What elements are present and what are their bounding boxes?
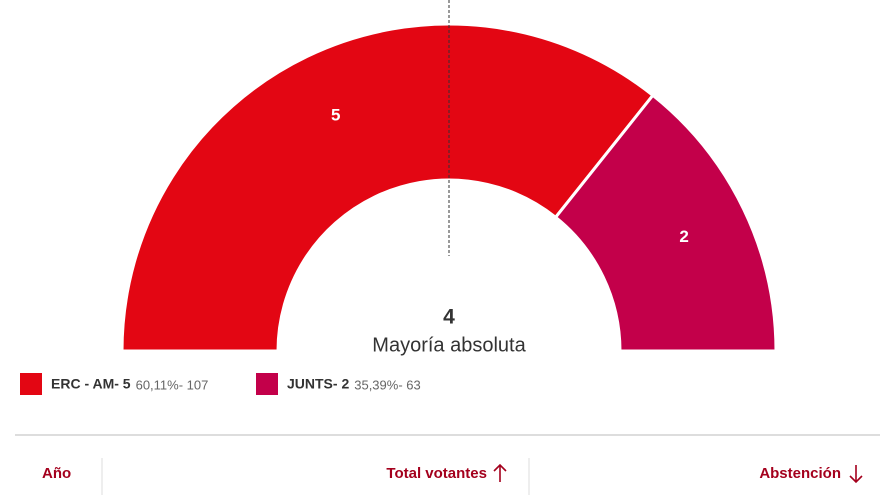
segment-label: 5 [331,105,340,124]
legend-detail: 35,39%- 63 [354,377,421,392]
table-header[interactable]: Total votantes [386,465,487,482]
seat-segment [120,22,655,353]
majority-number: 4 [443,306,455,329]
legend: ERC - AM- 5 60,11%- 107 JUNTS- 2 35,39%- 63 [20,373,421,395]
majority-label: Mayoría absoluta [372,334,526,356]
seat-segment [553,93,778,353]
legend-detail: 60,11%- 107 [136,377,209,392]
legend-label: ERC - AM- 5 [51,376,131,392]
legend-label: JUNTS- 2 [287,376,349,392]
sort-arrow-down[interactable] [849,465,863,484]
sort-arrow-up[interactable] [493,463,507,482]
table-header[interactable]: Abstención [759,465,841,482]
table-header[interactable]: Año [42,465,71,482]
legend-swatch [256,373,278,395]
legend-swatch [20,373,42,395]
seat-chart: 52 [120,22,778,353]
segment-label: 2 [679,227,688,246]
